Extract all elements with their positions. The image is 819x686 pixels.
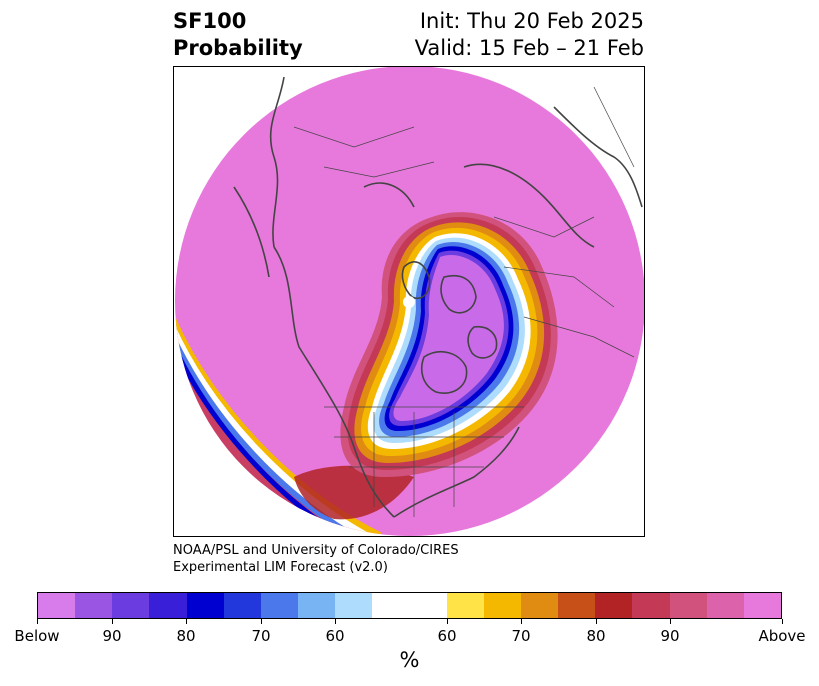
coastlines [233,76,643,518]
variable-name: SF100 [173,9,247,33]
plot-title-left: SF100 Probability [173,8,303,62]
colorbar-swatch [260,593,299,618]
pole-marker [403,296,415,308]
init-date: Init: Thu 20 Feb 2025 [419,9,644,33]
colorbar-unit: % [399,648,420,672]
tick-label: 60 [325,627,345,645]
colorbar-swatch [223,593,261,618]
product-name: Probability [173,36,303,60]
tick-mark [596,619,597,624]
colorbar-swatch [372,593,447,618]
political-borders [293,86,635,517]
colorbar-swatch [38,593,76,618]
forecast-map [173,66,645,537]
tick-mark [782,619,783,624]
colorbar-swatch [112,593,150,618]
colorbar-swatch [558,593,596,618]
tick-label: 70 [251,627,271,645]
colorbar-swatch [446,593,484,618]
colorbar-swatch [706,593,744,618]
tick-mark [447,619,448,624]
colorbar-swatch [335,593,373,618]
colorbar [37,592,782,619]
colorbar-swatch [298,593,336,618]
colorbar-swatch [483,593,522,618]
tick-mark [37,619,38,624]
tick-label: 60 [437,627,457,645]
tick-mark [261,619,262,624]
tick-label: 80 [176,627,196,645]
colorbar-swatch [186,593,224,618]
tick-mark [335,619,336,624]
colorbar-swatch [595,593,633,618]
tick-label: 70 [511,627,531,645]
tick-mark [186,619,187,624]
map-canvas [175,67,644,536]
tick-label: Above [758,627,806,645]
valid-range: Valid: 15 Feb – 21 Feb [414,36,644,60]
colorbar-swatch [149,593,187,618]
colorbar-swatch [632,593,670,618]
colorbar-ticks: Below 90 80 70 60 60 70 80 90 Above [14,619,806,649]
credit-line-1: NOAA/PSL and University of Colorado/CIRE… [173,543,459,558]
tick-mark [521,619,522,624]
tick-mark [112,619,113,624]
tick-mark [670,619,671,624]
tick-label: 80 [586,627,606,645]
credit-text: NOAA/PSL and University of Colorado/CIRE… [173,542,459,576]
colorbar-swatch [75,593,113,618]
tick-label: 90 [102,627,122,645]
plot-title-right: Init: Thu 20 Feb 2025 Valid: 15 Feb – 21… [415,8,644,62]
colorbar-swatch [521,593,559,618]
colorbar-swatch [669,593,707,618]
tick-label: 90 [660,627,680,645]
colorbar-swatch [743,593,782,618]
credit-line-2: Experimental LIM Forecast (v2.0) [173,560,388,575]
tick-label: Below [14,627,60,645]
